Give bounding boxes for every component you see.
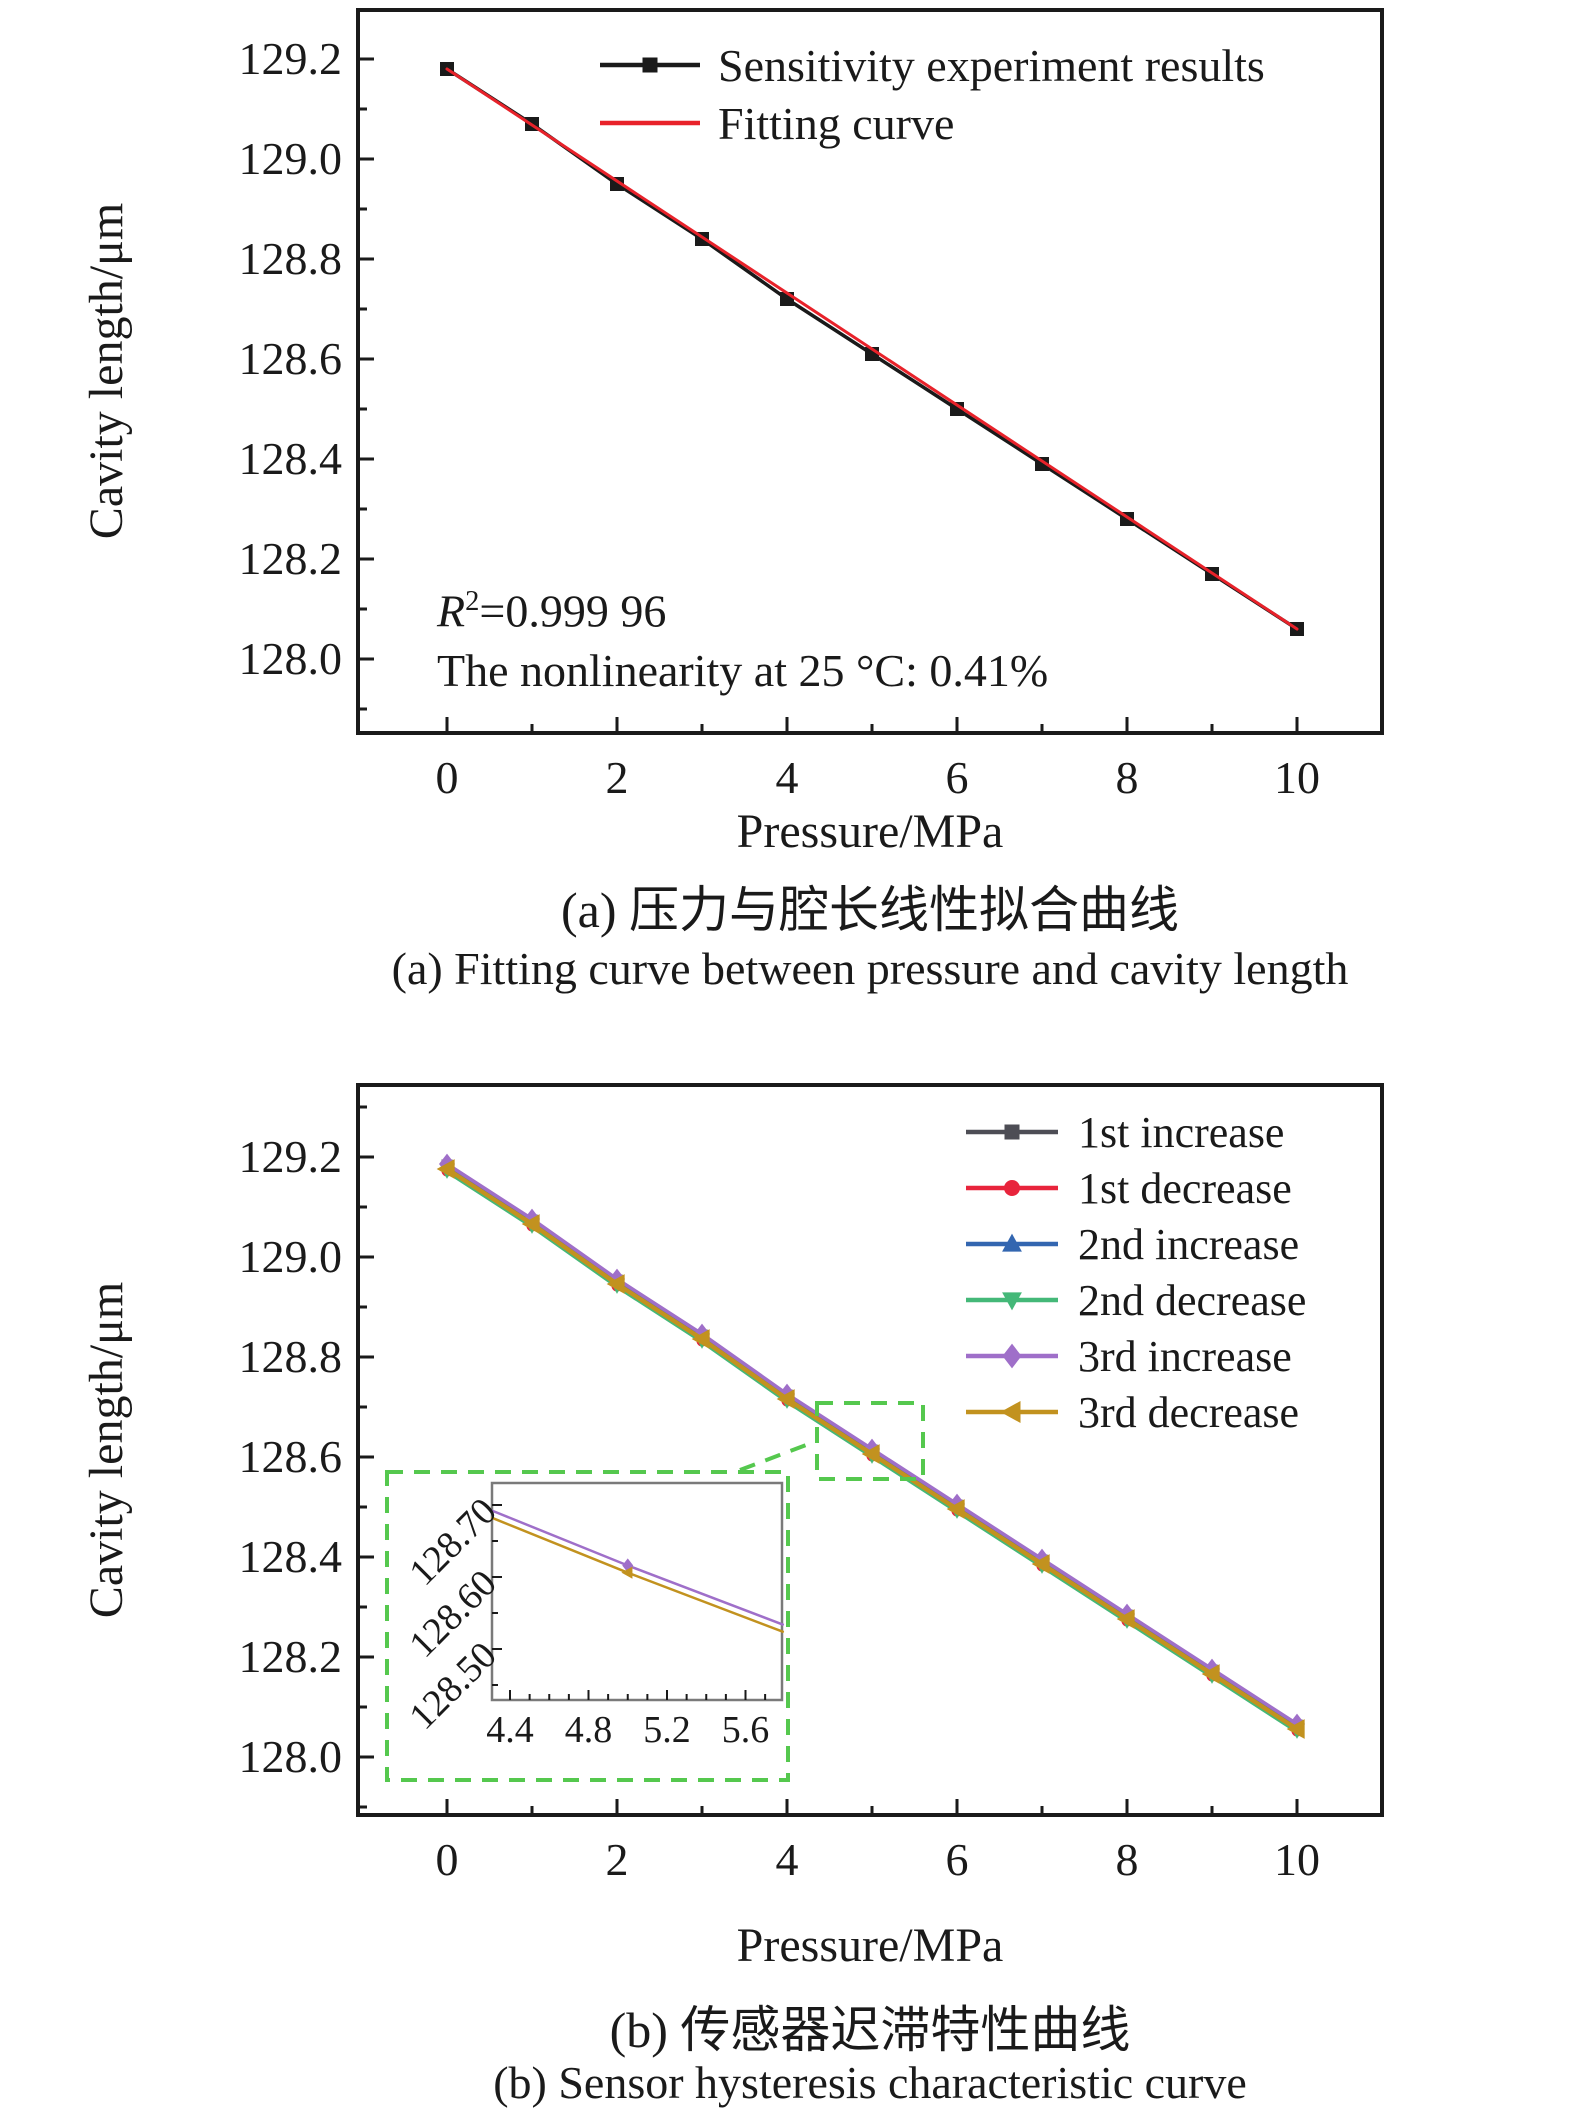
panel-a-annotation-block: R2=0.999 96 The nonlinearity at 25 °C: 0… (437, 572, 1048, 701)
svg-text:10: 10 (1274, 1834, 1320, 1885)
legend-marker-diamond (966, 1343, 1058, 1369)
legend-marker-none (600, 120, 700, 126)
legend-label: 3rd decrease (1078, 1387, 1300, 1437)
legend-label: 2nd decrease (1078, 1275, 1307, 1325)
svg-text:5.6: 5.6 (722, 1709, 770, 1751)
legend-marker-square (966, 1124, 1058, 1140)
panel-a-caption-zh: (a) 压力与腔长线性拟合曲线 (561, 882, 1179, 938)
legend-marker-triangle-down (966, 1292, 1058, 1311)
panel-b-legend: 1st increase 1st decrease 2nd increase 2nd … (964, 1104, 1306, 1440)
svg-text:8: 8 (1116, 752, 1139, 803)
legend-item: 1st increase (964, 1104, 1306, 1160)
panel-a-legend: Sensitivity experiment results Fitting cu… (598, 36, 1265, 152)
svg-text:4: 4 (776, 752, 799, 803)
svg-text:129.2: 129.2 (239, 1131, 343, 1182)
legend-label: Sensitivity experiment results (718, 39, 1265, 91)
legend-label: 1st decrease (1078, 1163, 1292, 1213)
legend-label: 1st increase (1078, 1107, 1285, 1157)
legend-marker-triangle-left (966, 1401, 1058, 1423)
svg-text:5.2: 5.2 (643, 1709, 691, 1751)
svg-text:4: 4 (776, 1834, 799, 1885)
svg-text:128.4: 128.4 (239, 1531, 343, 1582)
svg-text:128.0: 128.0 (239, 1731, 343, 1782)
svg-text:128.0: 128.0 (239, 633, 343, 684)
svg-text:128.8: 128.8 (239, 233, 343, 284)
r-squared-exponent: 2 (465, 586, 480, 617)
legend-item: Fitting curve (598, 94, 1265, 152)
legend-marker-triangle-up (966, 1233, 1058, 1252)
svg-text:128.6: 128.6 (239, 333, 343, 384)
svg-text:129.2: 129.2 (239, 33, 343, 84)
svg-text:6: 6 (946, 752, 969, 803)
legend-label: 2nd increase (1078, 1219, 1300, 1269)
legend-item: 2nd increase (964, 1216, 1306, 1272)
svg-text:128.6: 128.6 (239, 1431, 343, 1482)
legend-item: 1st decrease (964, 1160, 1306, 1216)
svg-text:0: 0 (436, 1834, 459, 1885)
legend-label: Fitting curve (718, 97, 955, 149)
svg-text:2: 2 (606, 752, 629, 803)
svg-text:128.4: 128.4 (239, 433, 343, 484)
svg-text:10: 10 (1274, 752, 1320, 803)
svg-text:6: 6 (946, 1834, 969, 1885)
panel-b-x-axis-label: Pressure/MPa (736, 1919, 1004, 1972)
svg-text:2: 2 (606, 1834, 629, 1885)
panel-b-caption-zh: (b) 传感器迟滞特性曲线 (609, 2002, 1131, 2058)
svg-text:129.0: 129.0 (239, 133, 343, 184)
nonlinearity-annotation: The nonlinearity at 25 °C: 0.41% (437, 645, 1049, 697)
r-squared-value: =0.999 96 (479, 585, 667, 637)
r-symbol: R (437, 585, 466, 637)
legend-label: 3rd increase (1078, 1331, 1292, 1381)
panel-b-caption-zh-wrap: (b) 传感器迟滞特性曲线 (165, 1990, 1575, 2062)
svg-text:129.0: 129.0 (239, 1231, 343, 1282)
legend-item: 3rd decrease (964, 1384, 1306, 1440)
panel-a-x-axis-label-wrap: Pressure/MPa (165, 804, 1575, 859)
panel-a-y-axis-label: Cavity length/μm (80, 202, 133, 540)
legend-item: Sensitivity experiment results (598, 36, 1265, 94)
panel-a-caption-en: (a) Fitting curve between pressure and c… (391, 943, 1349, 994)
r-squared-annotation: R2=0.999 96 (437, 572, 1048, 641)
svg-text:4.8: 4.8 (565, 1709, 613, 1751)
panel-a-caption-zh-wrap: (a) 压力与腔长线性拟合曲线 (165, 870, 1575, 942)
legend-marker-circle (966, 1180, 1058, 1196)
panel-a-x-axis-label: Pressure/MPa (736, 805, 1004, 858)
svg-text:0: 0 (436, 752, 459, 803)
svg-text:128.2: 128.2 (239, 1631, 343, 1682)
panel-b-x-axis-label-wrap: Pressure/MPa (165, 1918, 1575, 1973)
svg-text:4.4: 4.4 (486, 1709, 534, 1751)
svg-text:128.8: 128.8 (239, 1331, 343, 1382)
panel-b-y-axis-label: Cavity length/μm (80, 1281, 133, 1619)
svg-text:128.2: 128.2 (239, 533, 343, 584)
legend-item: 3rd increase (964, 1328, 1306, 1384)
panel-b-caption-en-wrap: (b) Sensor hysteresis characteristic cur… (165, 2056, 1575, 2109)
panel-b-caption-en: (b) Sensor hysteresis characteristic cur… (493, 2057, 1247, 2108)
legend-marker-square (600, 57, 700, 73)
panel-a-caption-en-wrap: (a) Fitting curve between pressure and c… (165, 942, 1575, 995)
legend-item: 2nd decrease (964, 1272, 1306, 1328)
svg-text:8: 8 (1116, 1834, 1139, 1885)
